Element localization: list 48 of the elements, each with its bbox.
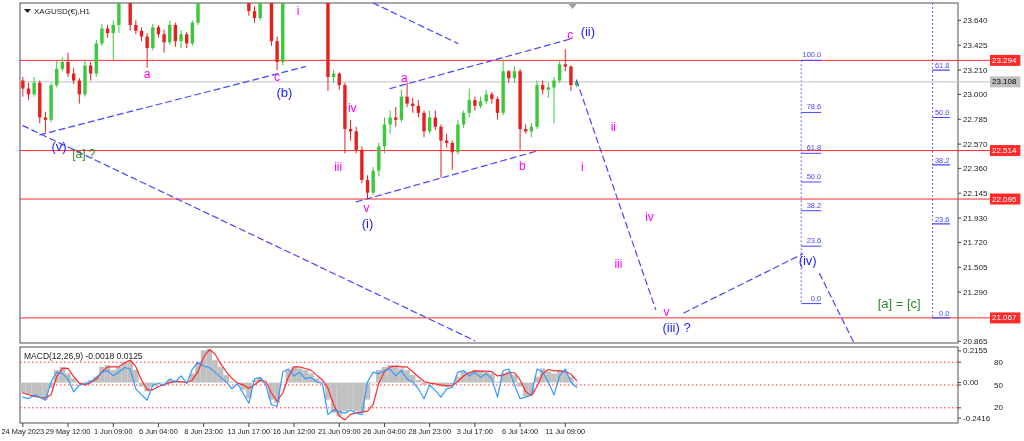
annotation: iv (347, 101, 357, 116)
y-tick-label: 23.210 (963, 65, 989, 75)
y-tick-label: 22.785 (963, 114, 989, 124)
y-tick-label: 21.930 (963, 213, 989, 223)
text: MACD(12,26,9) -0.0018 0.0125 (24, 351, 143, 361)
y-tick-label: 21.290 (963, 287, 989, 297)
y-tick-label: 22.145 (963, 188, 989, 198)
y-tick-label: 0.00 (963, 378, 980, 388)
annotation: (b) (276, 84, 293, 100)
y2-tick-label: 80 (994, 357, 1004, 367)
text: XAGUSD(€),H1 (34, 6, 91, 16)
annotation: [a] ? (72, 147, 96, 162)
y2-tick-label: 20 (994, 403, 1004, 413)
y-tick-label: 0.2155 (963, 346, 989, 356)
ref-line-label: 22.514 (992, 146, 1018, 156)
annotation: ii (610, 119, 616, 134)
annotation: (v) (51, 138, 67, 154)
annotation: iii (334, 160, 343, 175)
y-tick-label: 20.865 (963, 336, 989, 346)
ref-line-label: 23.108 (992, 77, 1018, 87)
annotation: a (143, 66, 151, 81)
annotation: (iv) (798, 253, 817, 269)
annotation: c (567, 28, 574, 43)
y-tick-label: 23.640 (963, 15, 989, 25)
annotation: [a] = [c] (877, 296, 921, 312)
annotation: c (274, 70, 281, 85)
y-tick-label: 23.425 (963, 40, 989, 50)
y2-tick-label: 50 (994, 380, 1004, 390)
y-tick-label: 21.505 (963, 262, 989, 272)
ref-line-label: 23.294 (992, 55, 1018, 65)
y-tick-label: 22.360 (963, 163, 989, 173)
annotation: a (400, 71, 408, 86)
y-tick-label: -0.2416 (963, 413, 991, 423)
annotation: b (518, 159, 526, 174)
annotation: i (580, 160, 584, 175)
annotation: i (296, 4, 300, 19)
ref-line-label: 22.095 (992, 194, 1018, 204)
annotation: iv (645, 209, 654, 224)
annotation: v (363, 200, 370, 215)
annotation: (i) (361, 216, 374, 232)
y-tick-label: 22.570 (963, 139, 989, 149)
annotation: iii (614, 257, 623, 272)
annotation: (ii) (580, 24, 596, 40)
ref-line-label: 21.067 (992, 313, 1018, 323)
annotation: (iii) ? (662, 320, 691, 336)
annotation: v (663, 304, 670, 319)
y-tick-label: 23.000 (963, 89, 989, 99)
y-tick-label: 21.720 (963, 237, 989, 247)
